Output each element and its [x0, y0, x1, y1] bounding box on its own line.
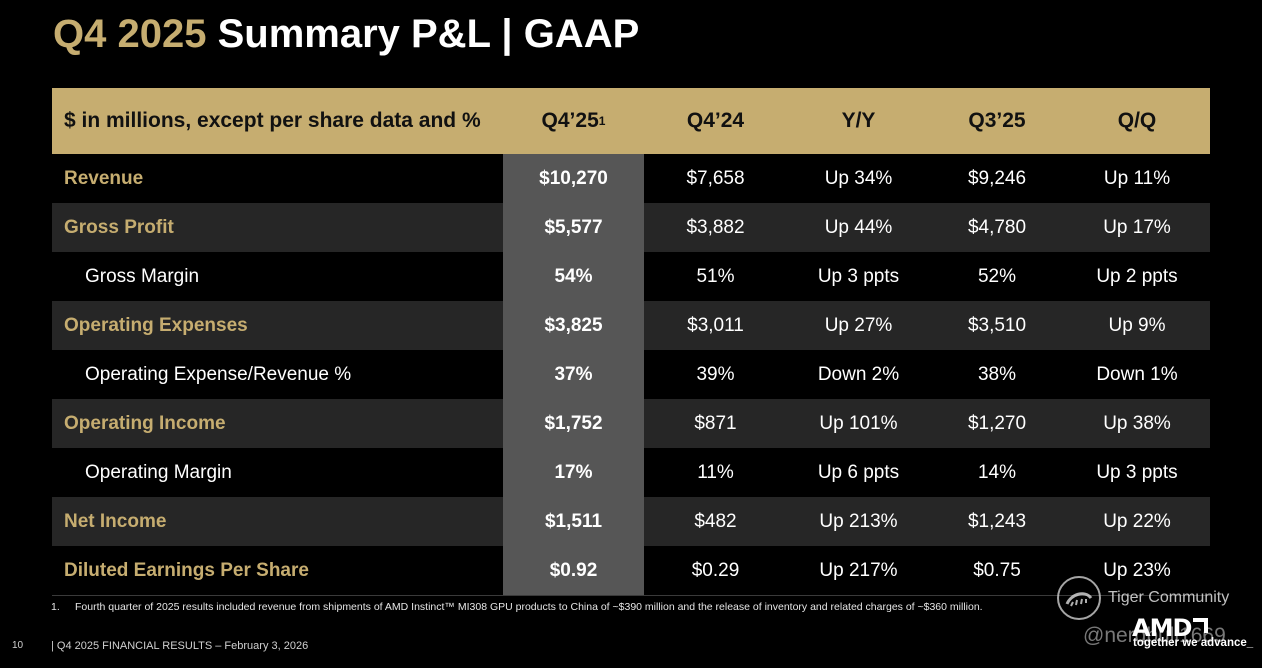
- header-q4-25-label: Q4’25: [541, 109, 599, 132]
- row-label: Revenue: [64, 167, 144, 189]
- header-q4-25: Q4’25 1: [541, 109, 606, 132]
- amd-logo: AMD: [1132, 614, 1209, 642]
- table-row-revenue: Revenue $10,270 $7,658 Up 34% $9,246 Up …: [52, 154, 1210, 203]
- header-qq: Q/Q: [1117, 109, 1157, 132]
- cell-q3-25: $1,243: [967, 510, 1027, 532]
- brand-tagline: together we advance_: [1133, 637, 1254, 649]
- row-label: Net Income: [64, 510, 167, 532]
- cell-q4-24: $3,882: [686, 216, 745, 238]
- row-label: Operating Expenses: [64, 314, 248, 336]
- footnote: 1. Fourth quarter of 2025 results include…: [51, 601, 983, 613]
- header-q3-25: Q3’25: [968, 109, 1026, 132]
- cell-qq: Up 11%: [1103, 167, 1171, 189]
- cell-q3-25: 52%: [977, 265, 1017, 287]
- cell-q4-24: 51%: [696, 265, 735, 287]
- row-label: Gross Margin: [85, 265, 200, 287]
- cell-q4-25: $3,825: [503, 301, 644, 350]
- cell-q4-24: $871: [694, 412, 737, 434]
- table-row-diluted-eps: Diluted Earnings Per Share $0.92 $0.29 U…: [52, 546, 1210, 595]
- cell-qq: Up 17%: [1103, 216, 1171, 238]
- cell-qq: Up 22%: [1103, 510, 1171, 532]
- cell-q3-25: $3,510: [967, 314, 1027, 336]
- title-quarter: Q4 2025: [53, 12, 207, 56]
- pl-summary-table: $ in millions, except per share data and…: [52, 88, 1210, 595]
- cell-q4-25: 37%: [503, 350, 644, 399]
- table-row-gross-profit: Gross Profit $5,577 $3,882 Up 44% $4,780…: [52, 203, 1210, 252]
- row-label: Gross Profit: [64, 216, 174, 238]
- cell-yy: Up 44%: [824, 216, 893, 238]
- cell-q4-25: 54%: [503, 252, 644, 301]
- header-yy: Y/Y: [841, 109, 876, 132]
- cell-qq: Up 9%: [1108, 314, 1166, 336]
- header-q4-24: Q4’24: [686, 109, 745, 132]
- footnote-number: 1.: [51, 601, 60, 613]
- footnote-divider: [52, 595, 1210, 596]
- cell-q4-25: $0.92: [503, 546, 644, 595]
- cell-q3-25: $4,780: [967, 216, 1027, 238]
- cell-q3-25: 14%: [977, 461, 1017, 483]
- row-label: Operating Income: [64, 412, 226, 434]
- table-row-operating-income: Operating Income $1,752 $871 Up 101% $1,…: [52, 399, 1210, 448]
- cell-q4-25: $1,511: [503, 497, 644, 546]
- cell-qq: Up 23%: [1103, 559, 1171, 581]
- title-rest: Summary P&L | GAAP: [206, 12, 640, 56]
- cell-yy: Up 6 ppts: [817, 461, 900, 483]
- amd-arrow-icon: [1193, 618, 1209, 633]
- table-row-gross-margin: Gross Margin 54% 51% Up 3 ppts 52% Up 2 …: [52, 252, 1210, 301]
- cell-yy: Down 2%: [817, 363, 900, 385]
- amd-logo-text: AMD: [1132, 614, 1192, 642]
- watermark-handle: @nerdbull1669: [1083, 624, 1226, 647]
- page-title: Q4 2025 Summary P&L | GAAP: [53, 12, 639, 57]
- watermark-community: Tiger Community: [1108, 589, 1230, 606]
- table-header-row: $ in millions, except per share data and…: [52, 88, 1210, 154]
- cell-q4-24: $482: [694, 510, 737, 532]
- table-row-operating-expenses: Operating Expenses $3,825 $3,011 Up 27% …: [52, 301, 1210, 350]
- header-description: $ in millions, except per share data and…: [64, 109, 481, 132]
- cell-q3-25: $1,270: [967, 412, 1027, 434]
- cell-q4-24: $7,658: [686, 167, 745, 189]
- cell-q4-24: 39%: [696, 363, 735, 385]
- row-label: Diluted Earnings Per Share: [64, 559, 309, 581]
- cell-yy: Up 213%: [819, 510, 898, 532]
- table-row-net-income: Net Income $1,511 $482 Up 213% $1,243 Up…: [52, 497, 1210, 546]
- footer-text: | Q4 2025 FINANCIAL RESULTS – February 3…: [51, 640, 309, 652]
- cell-yy: Up 217%: [819, 559, 898, 581]
- cell-q4-25: $1,752: [503, 399, 644, 448]
- cell-q4-24: 11%: [697, 461, 734, 483]
- cell-yy: Up 3 ppts: [817, 265, 900, 287]
- cell-yy: Up 27%: [824, 314, 893, 336]
- tiger-logo-icon: [1057, 576, 1101, 620]
- cell-qq: Down 1%: [1096, 363, 1178, 385]
- table-row-opex-revenue: Operating Expense/Revenue % 37% 39% Down…: [52, 350, 1210, 399]
- cell-qq: Up 3 ppts: [1096, 461, 1178, 483]
- cell-yy: Up 34%: [824, 167, 893, 189]
- cell-q4-25: $5,577: [503, 203, 644, 252]
- cell-q3-25: $9,246: [967, 167, 1027, 189]
- cell-qq: Up 38%: [1103, 412, 1171, 434]
- page-number: 10: [12, 640, 24, 651]
- cell-qq: Up 2 ppts: [1096, 265, 1178, 287]
- cell-q4-25: 17%: [503, 448, 644, 497]
- table-row-operating-margin: Operating Margin 17% 11% Up 6 ppts 14% U…: [52, 448, 1210, 497]
- cell-q4-24: $3,011: [687, 314, 744, 336]
- cell-q3-25: 38%: [977, 363, 1017, 385]
- cell-q3-25: $0.75: [973, 559, 1021, 581]
- footnote-text: Fourth quarter of 2025 results included …: [75, 601, 983, 613]
- row-label: Operating Expense/Revenue %: [85, 363, 352, 385]
- cell-q4-25: $10,270: [503, 154, 644, 203]
- row-label: Operating Margin: [85, 461, 232, 483]
- cell-yy: Up 101%: [819, 412, 898, 434]
- cell-q4-24: $0.29: [691, 559, 740, 581]
